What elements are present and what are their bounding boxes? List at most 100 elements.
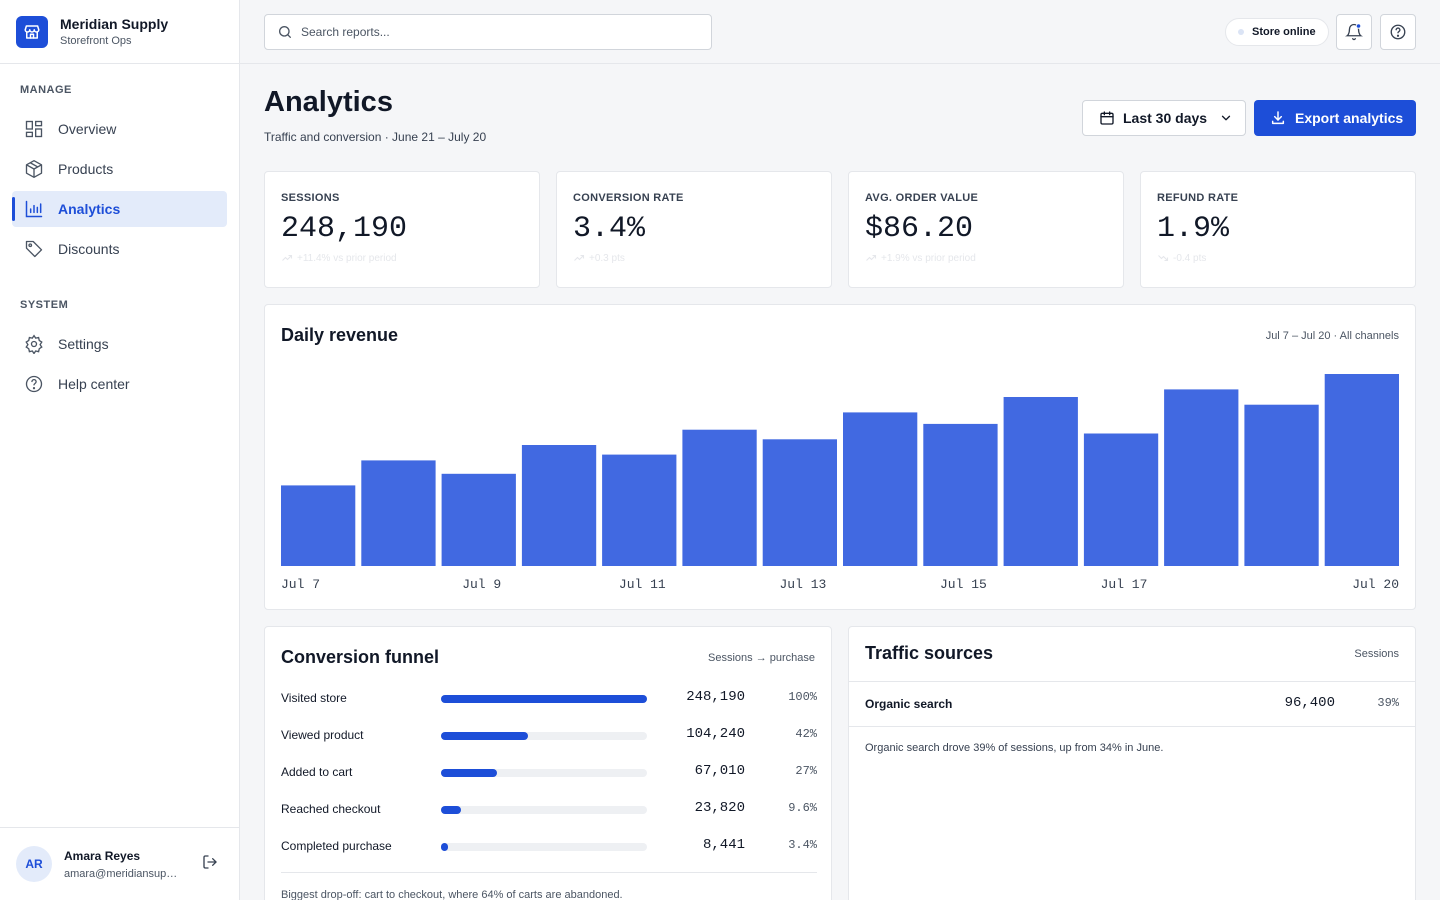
sidebar-item-products[interactable]: Products bbox=[12, 151, 227, 187]
topbar: Store online bbox=[240, 0, 1440, 64]
funnel-step-label: Visited store bbox=[281, 691, 347, 705]
kpi-card-avg-order-value: AVG. ORDER VALUE $86.20 +1.9% vs prior p… bbox=[848, 171, 1124, 288]
help-circle-icon bbox=[25, 375, 43, 393]
revenue-bar-jul-11[interactable] bbox=[602, 454, 677, 566]
funnel-step-label: Viewed product bbox=[281, 728, 364, 742]
traffic-source-pct: 39% bbox=[1377, 696, 1399, 710]
gear-icon bbox=[25, 334, 43, 354]
trend-up-icon bbox=[282, 254, 293, 261]
nav-section-manage: MANAGE bbox=[20, 84, 72, 96]
revenue-bar-chart: Jul 7 Jul 9 Jul 11 Jul 13 Jul 15 Jul 17 Jul 20 bbox=[281, 374, 1399, 592]
export-analytics-button[interactable]: Export analytics bbox=[1254, 100, 1416, 136]
revenue-bar-jul-20[interactable] bbox=[1324, 374, 1399, 566]
funnel-bar-fill bbox=[441, 732, 528, 740]
sidebar-item-discounts[interactable]: Discounts bbox=[12, 231, 227, 267]
sidebar-item-overview[interactable]: Overview bbox=[12, 111, 227, 147]
box-icon bbox=[25, 160, 43, 178]
x-tick-label: Jul 9 bbox=[462, 577, 501, 592]
kpi-delta: +1.9% vs prior period bbox=[865, 252, 1107, 264]
kpi-card-sessions: SESSIONS 248,190 +11.4% vs prior period bbox=[264, 171, 540, 288]
card-meta: Jul 7 – Jul 20 · All channels bbox=[1265, 330, 1399, 342]
nav-section-system: SYSTEM bbox=[20, 299, 69, 311]
sidebar-item-label: Help center bbox=[58, 376, 130, 392]
storefront-icon bbox=[16, 15, 48, 48]
bar-chart-icon bbox=[25, 200, 43, 218]
kpi-delta-text: +11.4% vs prior period bbox=[297, 252, 397, 264]
x-tick-label: Jul 7 bbox=[281, 577, 320, 592]
funnel-bar-track bbox=[441, 732, 647, 740]
revenue-bar-jul-19[interactable] bbox=[1244, 404, 1319, 566]
funnel-step-count: 67,010 bbox=[694, 763, 745, 779]
brand: Meridian Supply Storefront Ops bbox=[0, 0, 239, 64]
sidebar-item-analytics[interactable]: Analytics bbox=[12, 191, 227, 227]
traffic-row[interactable]: Organic search 96,400 39% bbox=[849, 681, 1415, 727]
revenue-bar-jul-8[interactable] bbox=[361, 460, 436, 566]
kpi-label: AVG. ORDER VALUE bbox=[865, 192, 979, 204]
logout-button[interactable] bbox=[202, 854, 218, 875]
revenue-bar-jul-9[interactable] bbox=[441, 473, 516, 566]
kpi-delta: +0.3 pts bbox=[573, 252, 815, 264]
traffic-source-count: 96,400 bbox=[1284, 695, 1335, 711]
kpi-value: 3.4% bbox=[573, 212, 646, 246]
revenue-bar-jul-16[interactable] bbox=[1003, 397, 1078, 566]
sidebar-item-label: Discounts bbox=[58, 241, 120, 257]
kpi-label: REFUND RATE bbox=[1157, 192, 1239, 204]
revenue-bar-jul-18[interactable] bbox=[1164, 389, 1239, 566]
kpi-delta: +11.4% vs prior period bbox=[281, 252, 523, 264]
kpi-label: SESSIONS bbox=[281, 192, 340, 204]
export-label: Export analytics bbox=[1295, 110, 1404, 126]
help-circle-icon bbox=[1390, 24, 1406, 40]
conversion-funnel-card: Conversion funnel Sessions → purchase Vi… bbox=[264, 626, 832, 900]
sidebar-item-help-center[interactable]: Help center bbox=[12, 366, 227, 402]
revenue-bar-jul-7[interactable] bbox=[281, 485, 356, 566]
page-subtitle: Traffic and conversion · June 21 – July … bbox=[264, 130, 487, 144]
card-title: Daily revenue bbox=[281, 325, 399, 345]
daily-revenue-card: Daily revenue Jul 7 – Jul 20 · All chann… bbox=[264, 304, 1416, 610]
calendar-icon bbox=[1100, 111, 1114, 125]
funnel-row: Viewed product 104,240 42% bbox=[281, 725, 817, 745]
funnel-step-pct: 3.4% bbox=[788, 838, 817, 852]
funnel-bar-track bbox=[441, 769, 647, 777]
date-range-label: Last 30 days bbox=[1123, 110, 1208, 126]
traffic-source-name: Organic search bbox=[865, 697, 953, 711]
x-tick-label: Jul 11 bbox=[619, 577, 666, 592]
date-range-select[interactable]: Last 30 days bbox=[1082, 100, 1246, 136]
search-icon bbox=[279, 26, 291, 38]
store-status-badge[interactable]: Store online bbox=[1225, 18, 1329, 46]
sidebar-item-label: Settings bbox=[58, 336, 109, 352]
revenue-bar-jul-13[interactable] bbox=[762, 439, 837, 566]
funnel-step-pct: 100% bbox=[788, 690, 817, 704]
user-name: Amara Reyes bbox=[64, 848, 141, 863]
search-input[interactable] bbox=[301, 25, 701, 39]
revenue-bar-jul-15[interactable] bbox=[923, 423, 998, 566]
revenue-bar-jul-12[interactable] bbox=[682, 429, 757, 566]
grid-icon bbox=[25, 120, 43, 138]
trend-up-icon bbox=[866, 254, 877, 261]
status-dot bbox=[1238, 29, 1244, 35]
funnel-bar-fill bbox=[441, 843, 448, 851]
funnel-bar-fill bbox=[441, 806, 461, 814]
notifications-button[interactable] bbox=[1336, 14, 1372, 50]
x-tick-label: Jul 17 bbox=[1101, 577, 1148, 592]
tag-icon bbox=[25, 240, 43, 258]
funnel-bar-fill bbox=[441, 695, 647, 703]
funnel-row: Completed purchase 8,441 3.4% bbox=[281, 836, 817, 856]
chevron-down-icon bbox=[1221, 115, 1231, 121]
kpi-value: 248,190 bbox=[281, 212, 408, 246]
revenue-bar-jul-17[interactable] bbox=[1083, 433, 1159, 567]
sidebar-item-settings[interactable]: Settings bbox=[12, 326, 227, 362]
revenue-bar-jul-14[interactable] bbox=[843, 412, 918, 566]
kpi-delta-text: +1.9% vs prior period bbox=[881, 252, 976, 264]
search-box[interactable] bbox=[264, 14, 712, 50]
kpi-delta: -0.4 pts bbox=[1157, 252, 1399, 264]
funnel-row: Reached checkout 23,820 9.6% bbox=[281, 799, 817, 819]
help-button[interactable] bbox=[1380, 14, 1416, 50]
kpi-value: 1.9% bbox=[1157, 212, 1230, 246]
funnel-row: Added to cart 67,010 27% bbox=[281, 762, 817, 782]
revenue-bar-jul-10[interactable] bbox=[521, 445, 597, 566]
funnel-bar-track bbox=[441, 806, 647, 814]
trend-up-icon bbox=[574, 254, 585, 261]
traffic-sources-card: Traffic sources Sessions Organic search … bbox=[848, 626, 1416, 900]
funnel-step-count: 248,190 bbox=[686, 689, 745, 705]
user-profile: AR Amara Reyes amara@meridiansupply.com bbox=[0, 827, 240, 900]
